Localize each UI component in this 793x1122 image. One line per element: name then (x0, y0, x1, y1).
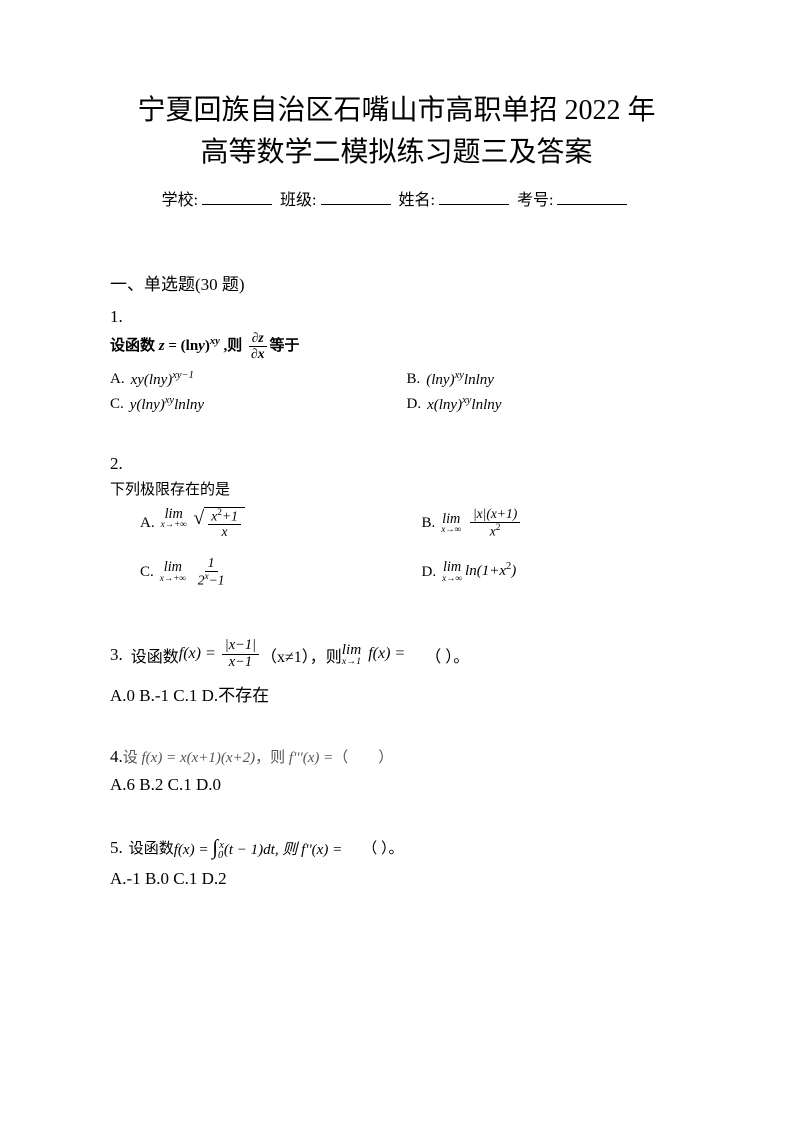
question-1: 1. 设函数 z = (lny)xy ,则 ∂z ∂x 等于 A. xy(lny… (110, 307, 683, 414)
q3-answers: A.0 B.-1 C.1 D.不存在 (110, 681, 683, 706)
q2-option-d: D. limx→∞ln(1+x2) (422, 556, 684, 588)
q2-option-a: A. limx→+∞ √x2+1x (140, 507, 402, 540)
q3-prompt-line: 3. 设函数 f(x) = |x−1|x−1 （x≠1），则 limx→1 f(… (110, 638, 683, 671)
q1-option-a: A. xy(lny)xy−1 (110, 370, 387, 389)
class-blank (321, 204, 391, 205)
q5-answers: A.-1 B.0 C.1 D.2 (110, 869, 683, 889)
q1-options: A. xy(lny)xy−1 B. (lny)xylnlny C. y(lny)… (110, 370, 683, 414)
student-info-line: 学校: 班级: 姓名: 考号: (110, 186, 683, 210)
question-3: 3. 设函数 f(x) = |x−1|x−1 （x≠1），则 limx→1 f(… (110, 638, 683, 706)
q2-number: 2. (110, 454, 683, 474)
q1-option-c: C. y(lny)xylnlny (110, 395, 387, 414)
school-blank (202, 204, 272, 205)
question-4: 4.设 f(x) = x(x+1)(x+2)，则 f'''(x) =（ ） A.… (110, 746, 683, 795)
q1-option-d: D. x(lny)xylnlny (407, 395, 684, 414)
q1-prompt: 设函数 z = (lny)xy ,则 ∂z ∂x 等于 (110, 331, 683, 362)
q2-option-b: B. limx→∞ |x|(x+1)x2 (422, 507, 684, 540)
q4-prompt-line: 4.设 f(x) = x(x+1)(x+2)，则 f'''(x) =（ ） (110, 746, 683, 767)
name-label: 姓名: (399, 192, 435, 209)
title-line-2: 高等数学二模拟练习题三及答案 (110, 132, 683, 174)
q3-number: 3. (110, 645, 123, 665)
title-line-1: 宁夏回族自治区石嘴山市高职单招 2022 年 (110, 90, 683, 132)
question-5: 5. 设函数 f(x) = ∫0x(t − 1)dt, 则 f''(x) = （… (110, 835, 683, 889)
section-header: 一、单选题(30 题) (110, 270, 683, 295)
document-title: 宁夏回族自治区石嘴山市高职单招 2022 年 高等数学二模拟练习题三及答案 (110, 90, 683, 174)
school-label: 学校: (162, 192, 198, 209)
q4-number: 4. (110, 747, 123, 766)
exam-no-blank (557, 204, 627, 205)
q4-answers: A.6 B.2 C.1 D.0 (110, 775, 683, 795)
q5-number: 5. (110, 838, 123, 858)
q2-prompt: 下列极限存在的是 (110, 478, 683, 499)
q5-prompt-line: 5. 设函数 f(x) = ∫0x(t − 1)dt, 则 f''(x) = （… (110, 835, 683, 861)
class-label: 班级: (280, 192, 316, 209)
name-blank (439, 204, 509, 205)
q1-number: 1. (110, 307, 683, 327)
q2-options: A. limx→+∞ √x2+1x B. limx→∞ |x|(x+1)x2 C… (110, 507, 683, 599)
question-2: 2. 下列极限存在的是 A. limx→+∞ √x2+1x B. limx→∞ … (110, 454, 683, 599)
partial-fraction: ∂z ∂x (248, 331, 267, 362)
q2-option-c: C. limx→+∞ 12x−1 (140, 556, 402, 588)
exam-no-label: 考号: (517, 192, 553, 209)
q1-option-b: B. (lny)xylnlny (407, 370, 684, 389)
